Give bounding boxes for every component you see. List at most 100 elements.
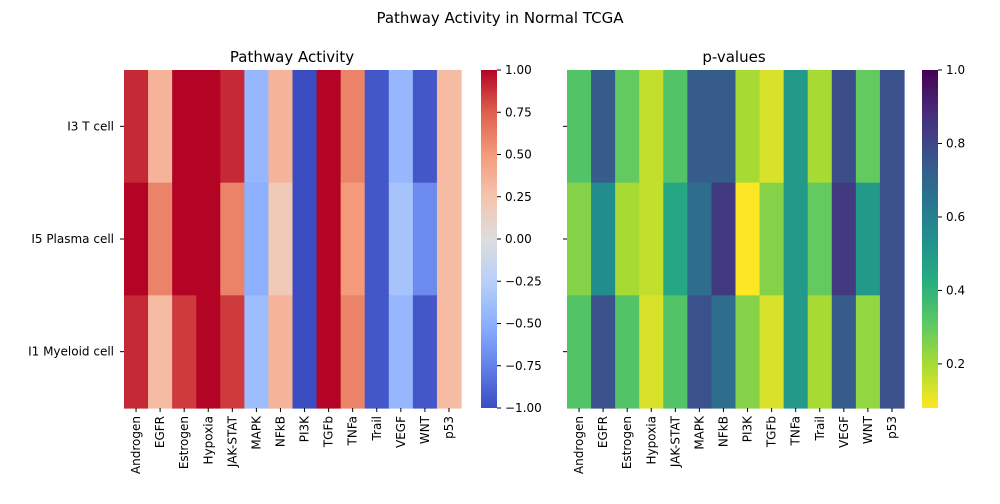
heatmap-activity-y-ticks: I3 T cell I5 Plasma cell I1 Myeloid cell	[28, 119, 124, 359]
heatmap-cell	[759, 70, 785, 184]
heatmap-activity: Pathway Activity Androgen EGFR Estrogen Hyp…	[28, 48, 542, 474]
heatmap-activity-cells	[124, 70, 462, 409]
heatmap-cell	[807, 70, 833, 184]
heatmap-cell	[412, 182, 438, 296]
heatmap-cell	[615, 295, 640, 409]
heatmap-cell	[388, 182, 414, 296]
x-tick-label: p53	[885, 416, 899, 439]
y-tick-label: I5 Plasma cell	[31, 232, 114, 246]
x-tick-label: TGFb	[322, 416, 336, 448]
heatmap-cell	[292, 70, 318, 184]
x-tick-label: TNFa	[346, 416, 360, 446]
x-tick-label: Hypoxia	[644, 416, 658, 465]
heatmap-cell	[615, 182, 640, 296]
heatmap-cell	[268, 295, 294, 409]
heatmap-cell	[663, 295, 688, 409]
colorbar-pvalues-ticks: 1.0 0.8 0.6 0.4 0.2	[938, 63, 965, 371]
heatmap-cell	[807, 295, 833, 409]
heatmap-cell	[855, 70, 881, 184]
heatmap-activity-title: Pathway Activity	[230, 48, 354, 66]
x-tick-label: TNFa	[789, 416, 803, 446]
heatmap-cell	[196, 295, 221, 409]
x-tick-label: Estrogen	[620, 416, 634, 469]
colorbar-activity-ticks: 1.00 0.75 0.50 0.25 0.00 −0.25 −0.50 −0.75 −1.00	[497, 63, 542, 415]
heatmap-cell	[292, 295, 318, 409]
heatmap-cell	[783, 182, 809, 296]
colorbar-tick-label: −0.50	[505, 317, 542, 331]
colorbar-activity: 1.00 0.75 0.50 0.25 0.00 −0.25 −0.50 −0.75 −1.00	[481, 63, 542, 415]
heatmap-cell	[735, 182, 761, 296]
heatmap-cell	[831, 182, 857, 296]
heatmap-cell	[316, 295, 342, 409]
heatmap-cell	[364, 70, 390, 184]
x-tick-label: Androgen	[129, 416, 143, 474]
colorbar-pvalues-gradient	[922, 70, 938, 408]
colorbar-tick-label: 0.00	[505, 232, 532, 246]
heatmap-cell	[591, 182, 616, 296]
heatmap-cell	[268, 182, 294, 296]
heatmap-cell	[663, 70, 688, 184]
heatmap-cell	[436, 70, 462, 184]
heatmap-cell	[831, 70, 857, 184]
heatmap-cell	[567, 182, 592, 296]
heatmap-cell	[711, 182, 737, 296]
heatmap-cell	[567, 295, 592, 409]
heatmap-cell	[591, 70, 616, 184]
colorbar-tick-label: 1.0	[946, 63, 965, 77]
heatmap-cell	[879, 70, 905, 184]
heatmap-cell	[172, 295, 197, 409]
heatmap-cell	[124, 295, 149, 409]
heatmap-cell	[196, 182, 221, 296]
heatmap-cell	[244, 70, 270, 184]
heatmap-cell	[268, 70, 294, 184]
colorbar-tick-label: 0.8	[946, 136, 965, 150]
x-tick-label: WNT	[861, 415, 875, 444]
heatmap-cell	[220, 295, 245, 409]
colorbar-tick-label: −1.00	[505, 401, 542, 415]
x-tick-label: MAPK	[249, 415, 263, 450]
heatmap-cell	[340, 182, 366, 296]
heatmap-cell	[388, 70, 414, 184]
heatmap-cell	[436, 182, 462, 296]
heatmap-pvalues-y-ticks	[563, 125, 567, 353]
x-tick-label: Estrogen	[177, 416, 191, 469]
x-tick-label: WNT	[418, 415, 432, 444]
x-tick-label: JAK-STAT	[225, 415, 239, 468]
heatmap-cell	[663, 182, 688, 296]
heatmap-cell	[172, 182, 197, 296]
heatmap-cell	[783, 70, 809, 184]
heatmap-cell	[735, 70, 761, 184]
heatmap-cell	[148, 70, 173, 184]
heatmap-cell	[807, 182, 833, 296]
heatmap-cell	[244, 295, 270, 409]
x-tick-label: VEGF	[837, 416, 851, 448]
heatmap-cell	[831, 295, 857, 409]
colorbar-tick-label: −0.75	[505, 359, 542, 373]
heatmap-cell	[148, 295, 173, 409]
heatmap-cell	[783, 295, 809, 409]
x-tick-label: NFkB	[273, 416, 287, 447]
heatmap-activity-x-ticks: Androgen EGFR Estrogen Hypoxia JAK-STAT MAPK N…	[129, 408, 456, 474]
heatmap-cell	[124, 70, 149, 184]
x-tick-label: VEGF	[394, 416, 408, 448]
y-tick-label: I1 Myeloid cell	[28, 345, 114, 359]
heatmap-cell	[711, 70, 737, 184]
heatmap-cell	[124, 182, 149, 296]
colorbar-tick-label: 1.00	[505, 63, 532, 77]
x-tick-label: PI3K	[741, 415, 755, 442]
heatmap-cell	[879, 295, 905, 409]
heatmap-cell	[687, 182, 713, 296]
heatmap-cell	[639, 70, 664, 184]
heatmap-cell	[567, 70, 592, 184]
heatmap-cell	[412, 295, 438, 409]
heatmap-pvalues-title: p-values	[702, 48, 766, 66]
heatmap-cell	[316, 182, 342, 296]
heatmap-cell	[687, 295, 713, 409]
heatmap-cell	[220, 182, 245, 296]
heatmap-cell	[711, 295, 737, 409]
colorbar-tick-label: 0.6	[946, 210, 965, 224]
heatmap-cell	[292, 182, 318, 296]
heatmap-cell	[244, 182, 270, 296]
